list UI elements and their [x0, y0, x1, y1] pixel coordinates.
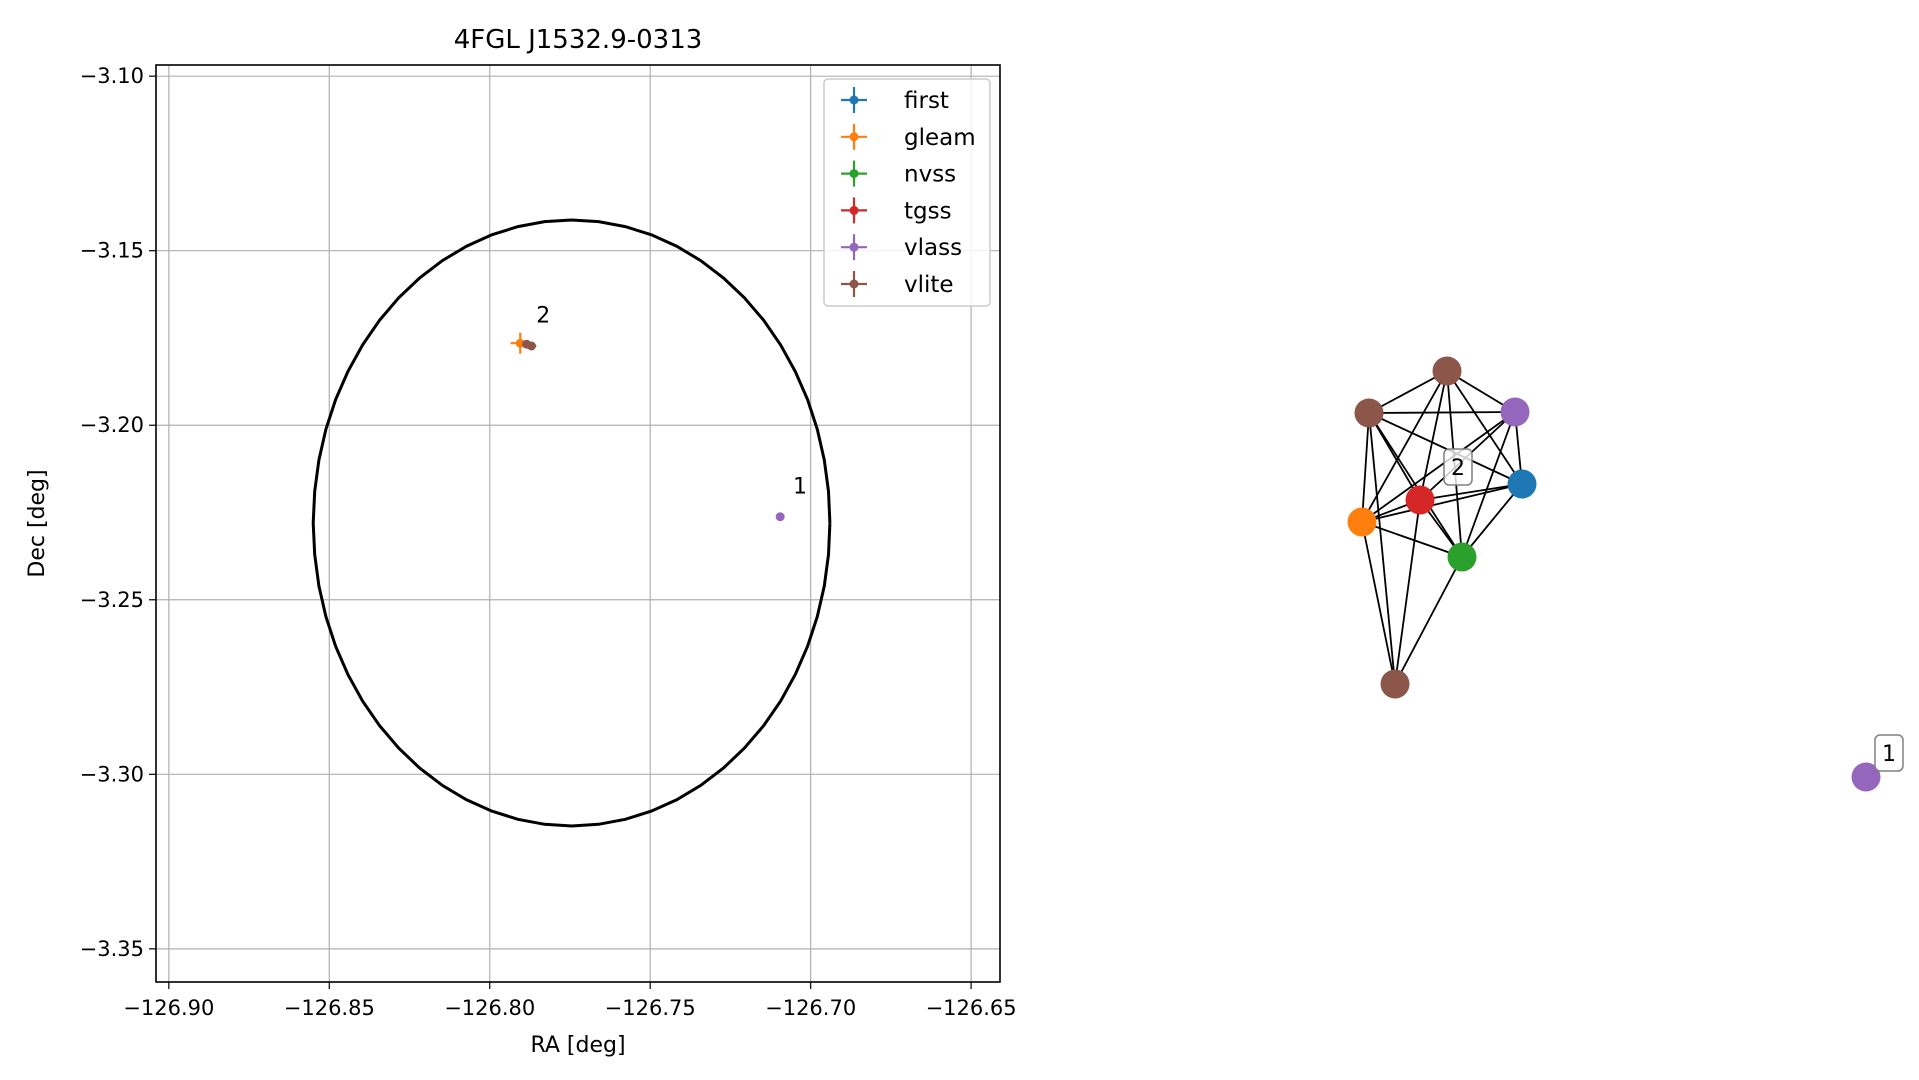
graph-edge [1419, 483, 1523, 501]
point-vlite [522, 339, 532, 349]
graph-node [1500, 397, 1530, 427]
graph-edge [1394, 499, 1421, 685]
legend-entry-first: first [904, 88, 949, 114]
graph-label-box [1443, 448, 1473, 486]
graph-edge [1368, 411, 1516, 414]
legend-entry-nvss: nvss [904, 162, 956, 188]
graph-node [1432, 356, 1462, 386]
graph-node [1507, 469, 1537, 499]
graph-edge [1361, 521, 1396, 685]
graph-edge [1361, 521, 1463, 558]
graph-edge [1361, 411, 1516, 523]
graph-labels: 21 [1443, 448, 1904, 772]
y-tick-label: −3.35 [80, 937, 144, 961]
annotations: 21 [536, 303, 807, 499]
x-tick-label: −126.80 [444, 996, 535, 1020]
annotation-label: 2 [536, 303, 550, 328]
legend-entry-vlass: vlass [904, 235, 962, 261]
grid [156, 65, 1000, 982]
point-vlass [775, 512, 785, 522]
graph-node [1447, 542, 1477, 572]
legend-marker-vlass [849, 242, 859, 252]
legend-entry-tgss: tgss [904, 198, 952, 224]
graph-edges [1361, 370, 1523, 685]
legend: first gleam nvss tgss vlass vlite [823, 78, 991, 307]
x-tick-label: −126.90 [123, 996, 214, 1020]
graph-edge [1368, 412, 1463, 558]
x-axis-ticks: −126.90 −126.85 −126.80 −126.75 −126.70 −126.… [123, 982, 1017, 1020]
y-axis-label: Dec [deg] [25, 469, 50, 577]
graph-edge [1361, 412, 1370, 523]
legend-entry-gleam: gleam [904, 125, 976, 151]
plot-frame [155, 64, 1001, 983]
x-tick-label: −126.85 [284, 996, 375, 1020]
annotation-label: 1 [793, 474, 807, 499]
y-tick-label: −3.25 [80, 588, 144, 612]
legend-entry-vlite: vlite [904, 272, 954, 298]
x-axis-label: RA [deg] [530, 1033, 625, 1058]
graph-edge [1461, 411, 1516, 558]
y-tick-label: −3.10 [80, 64, 144, 88]
legend-marker-vlite [849, 279, 859, 289]
graph-label: 1 [1882, 742, 1896, 767]
y-tick-label: −3.30 [80, 762, 144, 786]
uncertainty-ellipse [311, 218, 832, 828]
legend-marker-gleam [849, 132, 859, 142]
legend-marker-nvss [849, 169, 859, 179]
graph-edge [1368, 412, 1523, 485]
chart-title: 4FGL J1532.9-0313 [454, 25, 703, 55]
graph-node [1354, 398, 1384, 428]
x-tick-label: −126.65 [926, 996, 1017, 1020]
y-tick-label: −3.20 [80, 413, 144, 437]
x-tick-label: −126.70 [765, 996, 856, 1020]
graph-edge [1419, 370, 1448, 501]
data-points [510, 332, 785, 522]
legend-marker-tgss [849, 205, 859, 215]
graph-edge [1461, 483, 1523, 558]
graph-edge [1368, 370, 1448, 414]
graph-edge [1394, 556, 1463, 685]
graph-edge [1361, 483, 1523, 523]
graph-label-box [1874, 734, 1904, 772]
x-tick-label: −126.75 [605, 996, 696, 1020]
y-tick-label: −3.15 [80, 239, 144, 263]
match-network-graph: 21 [1347, 356, 1904, 792]
legend-marker-first [849, 95, 859, 105]
graph-edge [1446, 370, 1523, 485]
graph-node [1851, 762, 1881, 792]
y-axis-ticks: −3.10 −3.15 −3.20 −3.25 −3.30 −3.35 [80, 64, 156, 961]
graph-label: 2 [1451, 456, 1465, 481]
graph-node [1347, 507, 1377, 537]
sky-position-chart: 21 −126.90 −126.85 −126.80 −126.75 −126.70 −1… [25, 25, 1017, 1058]
graph-node [1405, 485, 1435, 515]
graph-node [1380, 669, 1410, 699]
graph-edge [1368, 412, 1396, 685]
ellipse-outline [311, 218, 832, 828]
graph-nodes [1347, 356, 1881, 792]
